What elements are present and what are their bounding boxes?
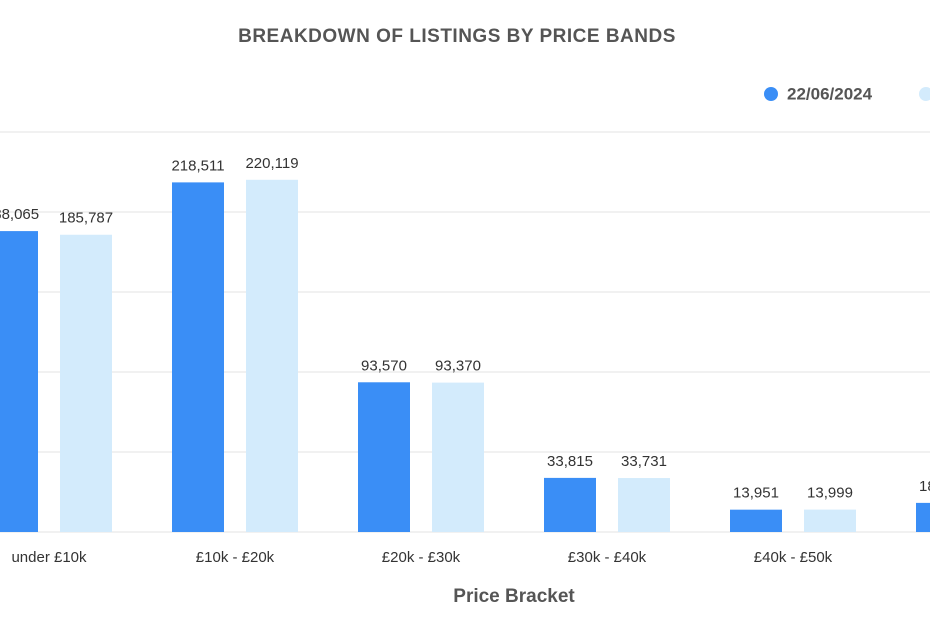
bar <box>432 382 484 532</box>
chart-title: BREAKDOWN OF LISTINGS BY PRICE BANDS <box>238 26 676 47</box>
data-label: 33,731 <box>621 453 667 470</box>
legend-marker <box>919 87 930 101</box>
bar <box>246 179 298 532</box>
x-tick-label: £30k - £40k <box>568 549 647 566</box>
data-label: 93,370 <box>435 358 481 375</box>
data-label: 13,999 <box>807 485 853 502</box>
bar <box>916 502 930 532</box>
bar <box>730 509 782 532</box>
legend-marker <box>764 87 778 101</box>
data-label: 220,119 <box>245 155 298 172</box>
bar <box>0 231 38 532</box>
x-axis-title: Price Bracket <box>453 586 575 607</box>
data-label: 185,787 <box>59 210 113 227</box>
data-label: 188,065 <box>0 206 39 223</box>
bar <box>618 478 670 532</box>
data-label: 93,570 <box>361 357 407 374</box>
data-label: 33,815 <box>547 453 593 470</box>
x-tick-label: £40k - £50k <box>754 549 833 566</box>
data-label: 218,511 <box>171 157 224 174</box>
x-tick-label: £10k - £20k <box>196 549 275 566</box>
x-tick-label: £20k - £30k <box>382 549 461 566</box>
data-label: 18,200 <box>919 478 930 495</box>
legend-label: 22/06/2024 <box>787 84 873 103</box>
x-tick-label: under £10k <box>11 549 87 566</box>
bar <box>544 477 596 532</box>
bar <box>172 182 224 533</box>
bar <box>804 509 856 532</box>
bar <box>60 234 112 533</box>
data-label: 13,951 <box>733 485 779 502</box>
bar <box>358 382 410 532</box>
